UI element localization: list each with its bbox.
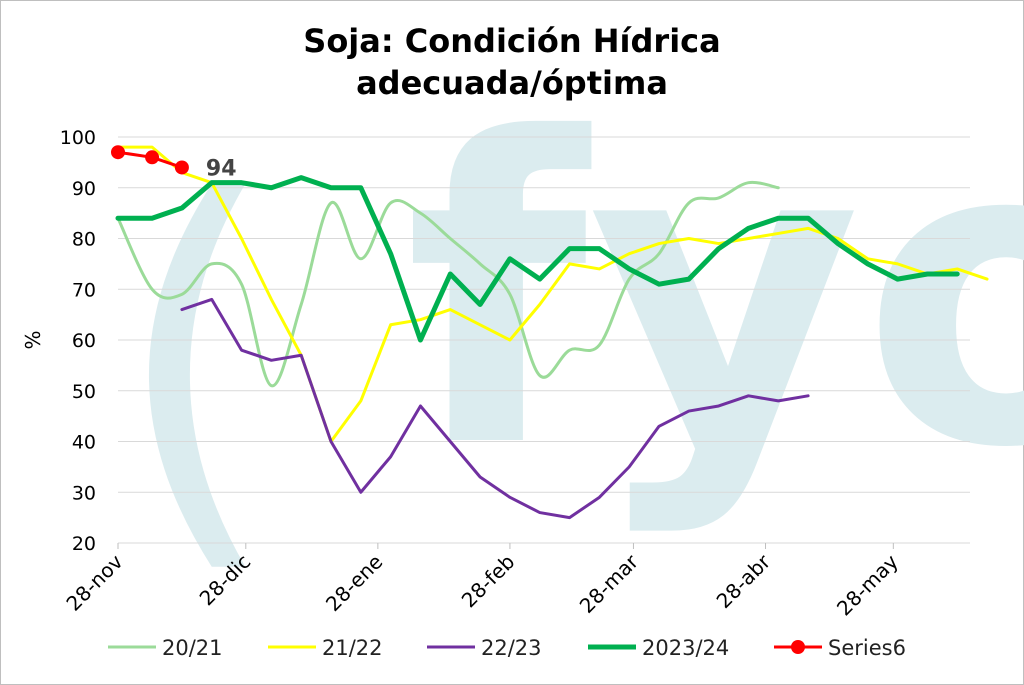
- series-line-20-21: [116, 180, 780, 388]
- watermark-fyo: fyo: [405, 51, 1024, 540]
- data-point-series6: [174, 160, 189, 175]
- data-point-series6: [145, 150, 160, 165]
- y-tick-label: 60: [72, 330, 96, 352]
- data-label-annotation: 94: [206, 156, 237, 181]
- legend: 20/21 21/22 22/23 2023/24 Series6: [108, 636, 906, 660]
- legend-label-2023-24: 2023/24: [642, 636, 729, 660]
- x-tick-label-28-may: 28-may: [832, 549, 903, 620]
- x-tick-label-28-ene: 28-ene: [321, 550, 387, 616]
- series-line-2023-24: [115, 175, 960, 343]
- y-tick-label: 100: [60, 127, 96, 149]
- legend-marker-series6: [791, 640, 805, 654]
- y-tick-label: 20: [72, 533, 96, 555]
- y-tick-label: 40: [72, 432, 96, 454]
- chart-title-line-1: Soja: Condición Hídrica: [303, 22, 721, 60]
- data-point-series6: [111, 145, 125, 160]
- legend-label-20-21: 20/21: [162, 636, 223, 660]
- y-tick-label: 70: [72, 279, 96, 301]
- series-line-22-23: [180, 297, 810, 520]
- chart-title: Soja: Condición Hídrica adecuada/óptima: [0, 20, 1024, 104]
- y-axis-label: %: [21, 330, 45, 349]
- y-tick-label: 50: [72, 381, 96, 403]
- x-tick-label-28-mar: 28-mar: [575, 549, 644, 618]
- y-tick-label: 30: [72, 482, 96, 504]
- chart-title-line-2: adecuada/óptima: [356, 64, 668, 102]
- y-tick-label: 90: [72, 178, 96, 200]
- legend-label-22-23: 22/23: [481, 636, 542, 660]
- fyo-watermark: (fyo: [112, 51, 1024, 612]
- x-tick-label-28-feb: 28-feb: [457, 550, 520, 613]
- series-line-21-22: [116, 145, 989, 443]
- legend-label-series6: Series6: [828, 636, 906, 660]
- y-tick-label: 80: [72, 229, 96, 251]
- series-lines: 94: [111, 145, 989, 520]
- x-tick-label-28-abr: 28-abr: [712, 549, 776, 613]
- legend-label-21-22: 21/22: [322, 636, 383, 660]
